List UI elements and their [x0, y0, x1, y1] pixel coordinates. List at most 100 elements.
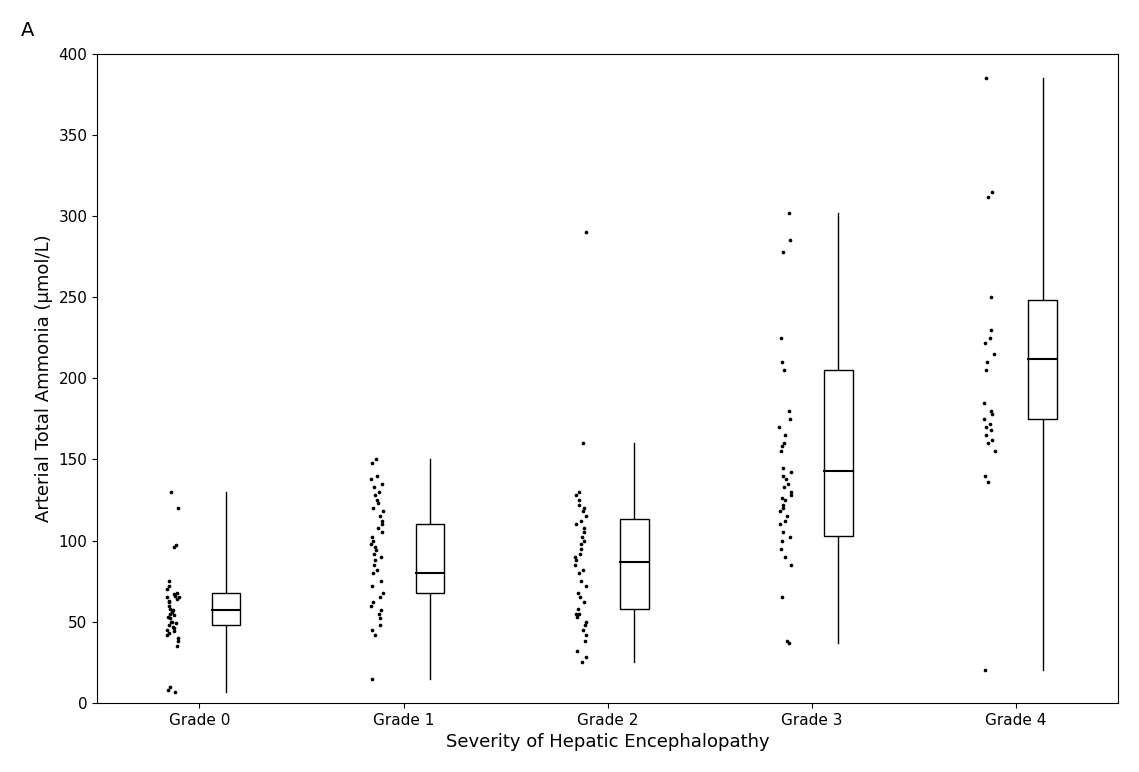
Bar [1029, 300, 1057, 419]
Point [576, 652, 595, 664]
Bar [212, 593, 240, 625]
Point [366, 628, 384, 641]
Point [374, 505, 392, 517]
Point [572, 575, 590, 587]
Point [366, 541, 384, 554]
Point [773, 356, 792, 368]
Point [161, 608, 179, 620]
Point [159, 599, 178, 611]
Point [163, 606, 181, 618]
Point [366, 554, 384, 566]
Point [364, 534, 383, 547]
Point [574, 437, 592, 449]
Point [782, 559, 801, 571]
Point [978, 191, 997, 203]
Point [570, 499, 588, 511]
Point [773, 591, 792, 604]
Point [162, 680, 180, 692]
Point [780, 413, 798, 425]
Point [773, 440, 792, 452]
Point [159, 575, 178, 587]
Point [371, 575, 390, 587]
Point [575, 502, 593, 514]
Point [364, 502, 383, 514]
Point [575, 521, 593, 533]
Point [776, 364, 794, 377]
Point [366, 489, 384, 501]
Point [364, 596, 383, 608]
Point [577, 615, 596, 628]
Point [372, 518, 391, 530]
Point [370, 612, 388, 625]
Point [976, 429, 994, 442]
Point [369, 521, 387, 533]
Point [372, 527, 391, 539]
Point [777, 472, 795, 485]
Point [165, 541, 183, 554]
Point [975, 397, 993, 409]
Point [570, 608, 588, 620]
Point [371, 591, 390, 604]
Point [158, 591, 177, 604]
Point [771, 331, 789, 344]
Point [159, 596, 178, 608]
Point [775, 245, 793, 258]
Point [570, 567, 588, 579]
Point [572, 515, 590, 527]
Point [362, 580, 380, 592]
Point [169, 587, 187, 599]
Point [780, 207, 798, 219]
Point [362, 599, 380, 611]
Point [368, 469, 386, 482]
Point [170, 635, 188, 648]
Point [576, 226, 595, 239]
Point [574, 505, 592, 517]
Point [162, 615, 180, 628]
Point [775, 469, 793, 482]
Point [170, 631, 188, 644]
Point [162, 603, 180, 615]
Point [362, 472, 380, 485]
Point [777, 515, 795, 527]
Point [782, 486, 801, 498]
Point [781, 466, 800, 479]
Point [363, 672, 382, 685]
Point [567, 554, 585, 566]
Point [982, 405, 1000, 417]
Point [371, 510, 390, 523]
Point [575, 596, 593, 608]
Point [370, 608, 388, 620]
Point [779, 478, 797, 490]
Point [159, 627, 178, 639]
Point [166, 686, 185, 698]
Point [162, 486, 180, 498]
Point [166, 590, 185, 602]
Bar [416, 524, 444, 593]
Point [368, 494, 386, 506]
Point [975, 337, 993, 349]
Point [567, 608, 585, 620]
Point [167, 593, 186, 605]
Point [980, 437, 998, 449]
Point [165, 625, 183, 638]
Point [367, 544, 385, 557]
Point [984, 347, 1002, 360]
Point [572, 543, 590, 555]
Point [983, 434, 1001, 446]
Point [374, 587, 392, 599]
Point [781, 234, 800, 246]
Point [771, 505, 789, 517]
Point [976, 664, 994, 676]
Y-axis label: Arterial Total Ammonia (μmol/L): Arterial Total Ammonia (μmol/L) [35, 235, 52, 522]
Point [776, 437, 794, 449]
Point [167, 617, 186, 629]
Point [371, 550, 390, 563]
Point [570, 587, 588, 599]
Point [773, 527, 792, 539]
Point [363, 531, 382, 543]
Point [574, 564, 592, 576]
Point [165, 609, 183, 621]
Point [781, 531, 800, 543]
Point [366, 559, 384, 571]
Point [778, 635, 796, 648]
